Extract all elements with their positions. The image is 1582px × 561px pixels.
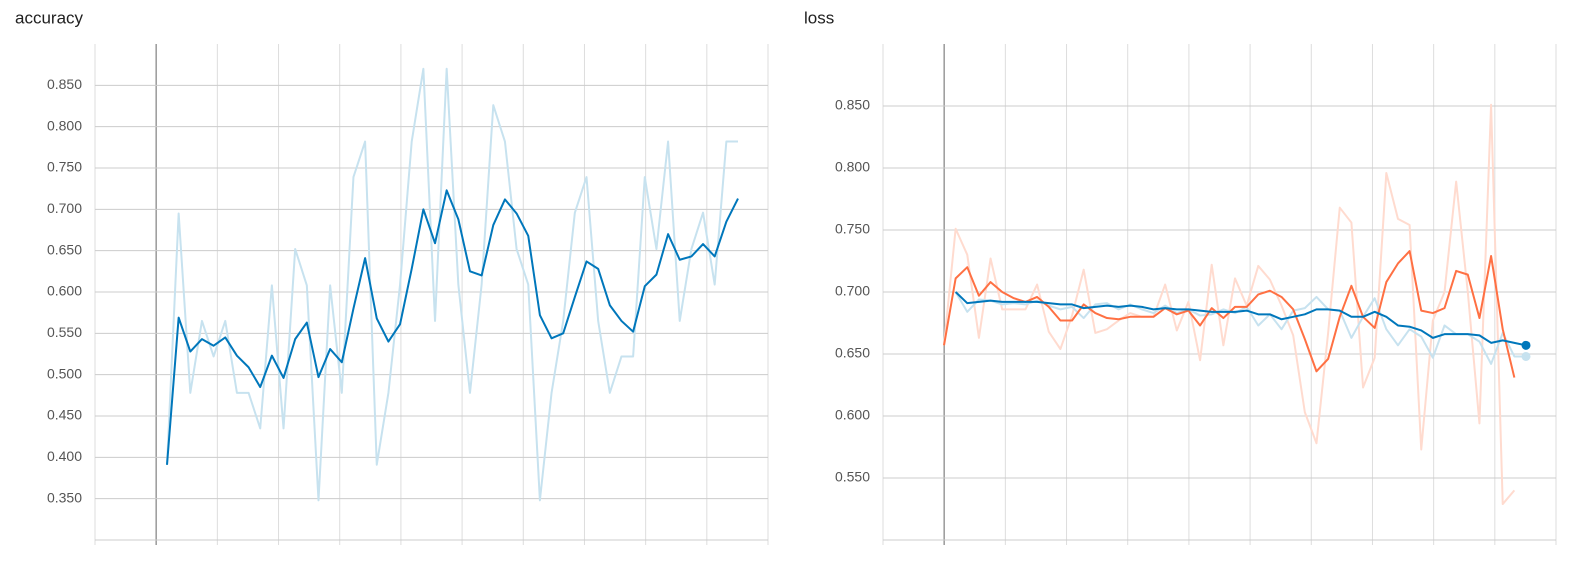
- series-line: [166, 67, 738, 502]
- y-tick-label: 0.700: [835, 283, 870, 299]
- y-tick-label: 0.750: [47, 159, 82, 175]
- y-tick-label: 0.650: [835, 345, 870, 361]
- y-tick-label: 0.700: [47, 200, 82, 216]
- y-tick-label: 0.350: [47, 489, 82, 505]
- y-tick-label: 0.400: [47, 448, 82, 464]
- chart-title: accuracy: [15, 8, 84, 27]
- end-dot: [1521, 340, 1531, 350]
- chart-title: loss: [804, 8, 834, 27]
- y-tick-label: 0.850: [835, 97, 870, 113]
- y-tick-label: 0.550: [47, 324, 82, 340]
- series-line: [943, 103, 1516, 506]
- y-tick-label: 0.750: [835, 221, 870, 237]
- y-tick-label: 0.500: [47, 365, 82, 381]
- y-tick-label: 0.650: [47, 241, 82, 257]
- y-tick-label: 0.550: [835, 469, 870, 485]
- end-dot: [1521, 351, 1531, 361]
- series-line: [166, 189, 739, 465]
- y-tick-label: 0.450: [47, 407, 82, 423]
- series-line: [954, 291, 1527, 347]
- series-line: [954, 291, 1526, 365]
- y-tick-label: 0.850: [47, 76, 82, 92]
- y-tick-label: 0.600: [47, 283, 82, 299]
- y-tick-label: 0.600: [835, 407, 870, 423]
- y-tick-label: 0.800: [835, 159, 870, 175]
- y-tick-label: 0.800: [47, 117, 82, 133]
